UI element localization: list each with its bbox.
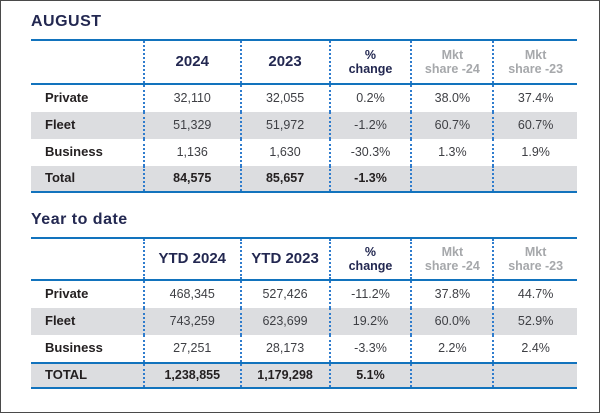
table-row-private: Private 32,110 32,055 0.2% 38.0% 37.4% xyxy=(31,85,577,112)
value-cell: 527,426 xyxy=(239,281,329,308)
section-title-year-to-date: Year to date xyxy=(31,211,128,228)
column-header-mkt-share-24: Mkt share -24 xyxy=(410,41,492,83)
value-cell: 623,699 xyxy=(239,308,329,335)
row-label: Private xyxy=(45,286,89,302)
august-table: 2024 2023 % change Mkt share -24 Mkt sha… xyxy=(31,39,577,193)
row-label: Total xyxy=(45,170,76,186)
column-header-pct-change: % change xyxy=(328,41,411,83)
ytd-table: YTD 2024 YTD 2023 % change Mkt share -24… xyxy=(31,237,577,389)
table-row-total: TOTAL 1,238,855 1,179,298 5.1% xyxy=(31,362,577,389)
value-cell: 2.4% xyxy=(492,335,577,362)
value-cell: -3.3% xyxy=(328,335,411,362)
value-cell xyxy=(410,364,492,387)
value-cell: -1.2% xyxy=(328,112,411,139)
column-header-2024: 2024 xyxy=(142,41,240,83)
row-label: Private xyxy=(45,90,89,106)
august-header-row: 2024 2023 % change Mkt share -24 Mkt sha… xyxy=(31,39,577,85)
row-label: TOTAL xyxy=(45,367,88,383)
value-cell: 27,251 xyxy=(142,335,240,362)
value-cell: -11.2% xyxy=(328,281,411,308)
column-header-mkt-share-24: Mkt share -24 xyxy=(410,239,492,279)
value-cell: 60.7% xyxy=(410,112,492,139)
value-cell: 32,055 xyxy=(239,85,329,112)
value-cell: 51,329 xyxy=(142,112,240,139)
value-cell xyxy=(410,166,492,191)
column-header-mkt-share-23: Mkt share -23 xyxy=(492,239,577,279)
value-cell: 0.2% xyxy=(328,85,411,112)
value-cell xyxy=(492,166,577,191)
column-header-2023: 2023 xyxy=(239,41,329,83)
table-row-business: Business 1,136 1,630 -30.3% 1.3% 1.9% xyxy=(31,139,577,166)
row-label: Business xyxy=(45,340,103,356)
value-cell: 60.7% xyxy=(492,112,577,139)
ytd-header-row: YTD 2024 YTD 2023 % change Mkt share -24… xyxy=(31,237,577,281)
value-cell: 51,972 xyxy=(239,112,329,139)
value-cell: 60.0% xyxy=(410,308,492,335)
table-row-fleet: Fleet 743,259 623,699 19.2% 60.0% 52.9% xyxy=(31,308,577,335)
column-header-ytd-2024: YTD 2024 xyxy=(142,239,240,279)
value-cell: 32,110 xyxy=(142,85,240,112)
value-cell: 37.4% xyxy=(492,85,577,112)
table-row-business: Business 27,251 28,173 -3.3% 2.2% 2.4% xyxy=(31,335,577,362)
row-label: Fleet xyxy=(45,313,76,329)
section-title-august: AUGUST xyxy=(31,13,102,30)
value-cell: 1,630 xyxy=(239,139,329,166)
value-cell: 1,238,855 xyxy=(142,364,240,387)
value-cell: 28,173 xyxy=(239,335,329,362)
value-cell: 19.2% xyxy=(328,308,411,335)
column-header-ytd-2023: YTD 2023 xyxy=(239,239,329,279)
value-cell: 84,575 xyxy=(142,166,240,191)
value-cell: 743,259 xyxy=(142,308,240,335)
header-empty xyxy=(31,41,143,83)
value-cell: 1.3% xyxy=(410,139,492,166)
value-cell: 44.7% xyxy=(492,281,577,308)
value-cell: 1,179,298 xyxy=(239,364,329,387)
value-cell: 2.2% xyxy=(410,335,492,362)
row-label: Business xyxy=(45,144,103,160)
value-cell: 468,345 xyxy=(142,281,240,308)
table-row-private: Private 468,345 527,426 -11.2% 37.8% 44.… xyxy=(31,281,577,308)
value-cell: 85,657 xyxy=(239,166,329,191)
value-cell: 38.0% xyxy=(410,85,492,112)
table-row-fleet: Fleet 51,329 51,972 -1.2% 60.7% 60.7% xyxy=(31,112,577,139)
column-header-mkt-share-23: Mkt share -23 xyxy=(492,41,577,83)
value-cell: 1,136 xyxy=(142,139,240,166)
value-cell: -30.3% xyxy=(328,139,411,166)
row-label: Fleet xyxy=(45,117,76,133)
table-row-total: Total 84,575 85,657 -1.3% xyxy=(31,166,577,193)
value-cell: 1.9% xyxy=(492,139,577,166)
value-cell: 52.9% xyxy=(492,308,577,335)
column-header-pct-change: % change xyxy=(328,239,411,279)
value-cell: 37.8% xyxy=(410,281,492,308)
header-empty xyxy=(31,239,143,279)
value-cell: 5.1% xyxy=(328,364,411,387)
value-cell: -1.3% xyxy=(328,166,411,191)
value-cell xyxy=(492,364,577,387)
